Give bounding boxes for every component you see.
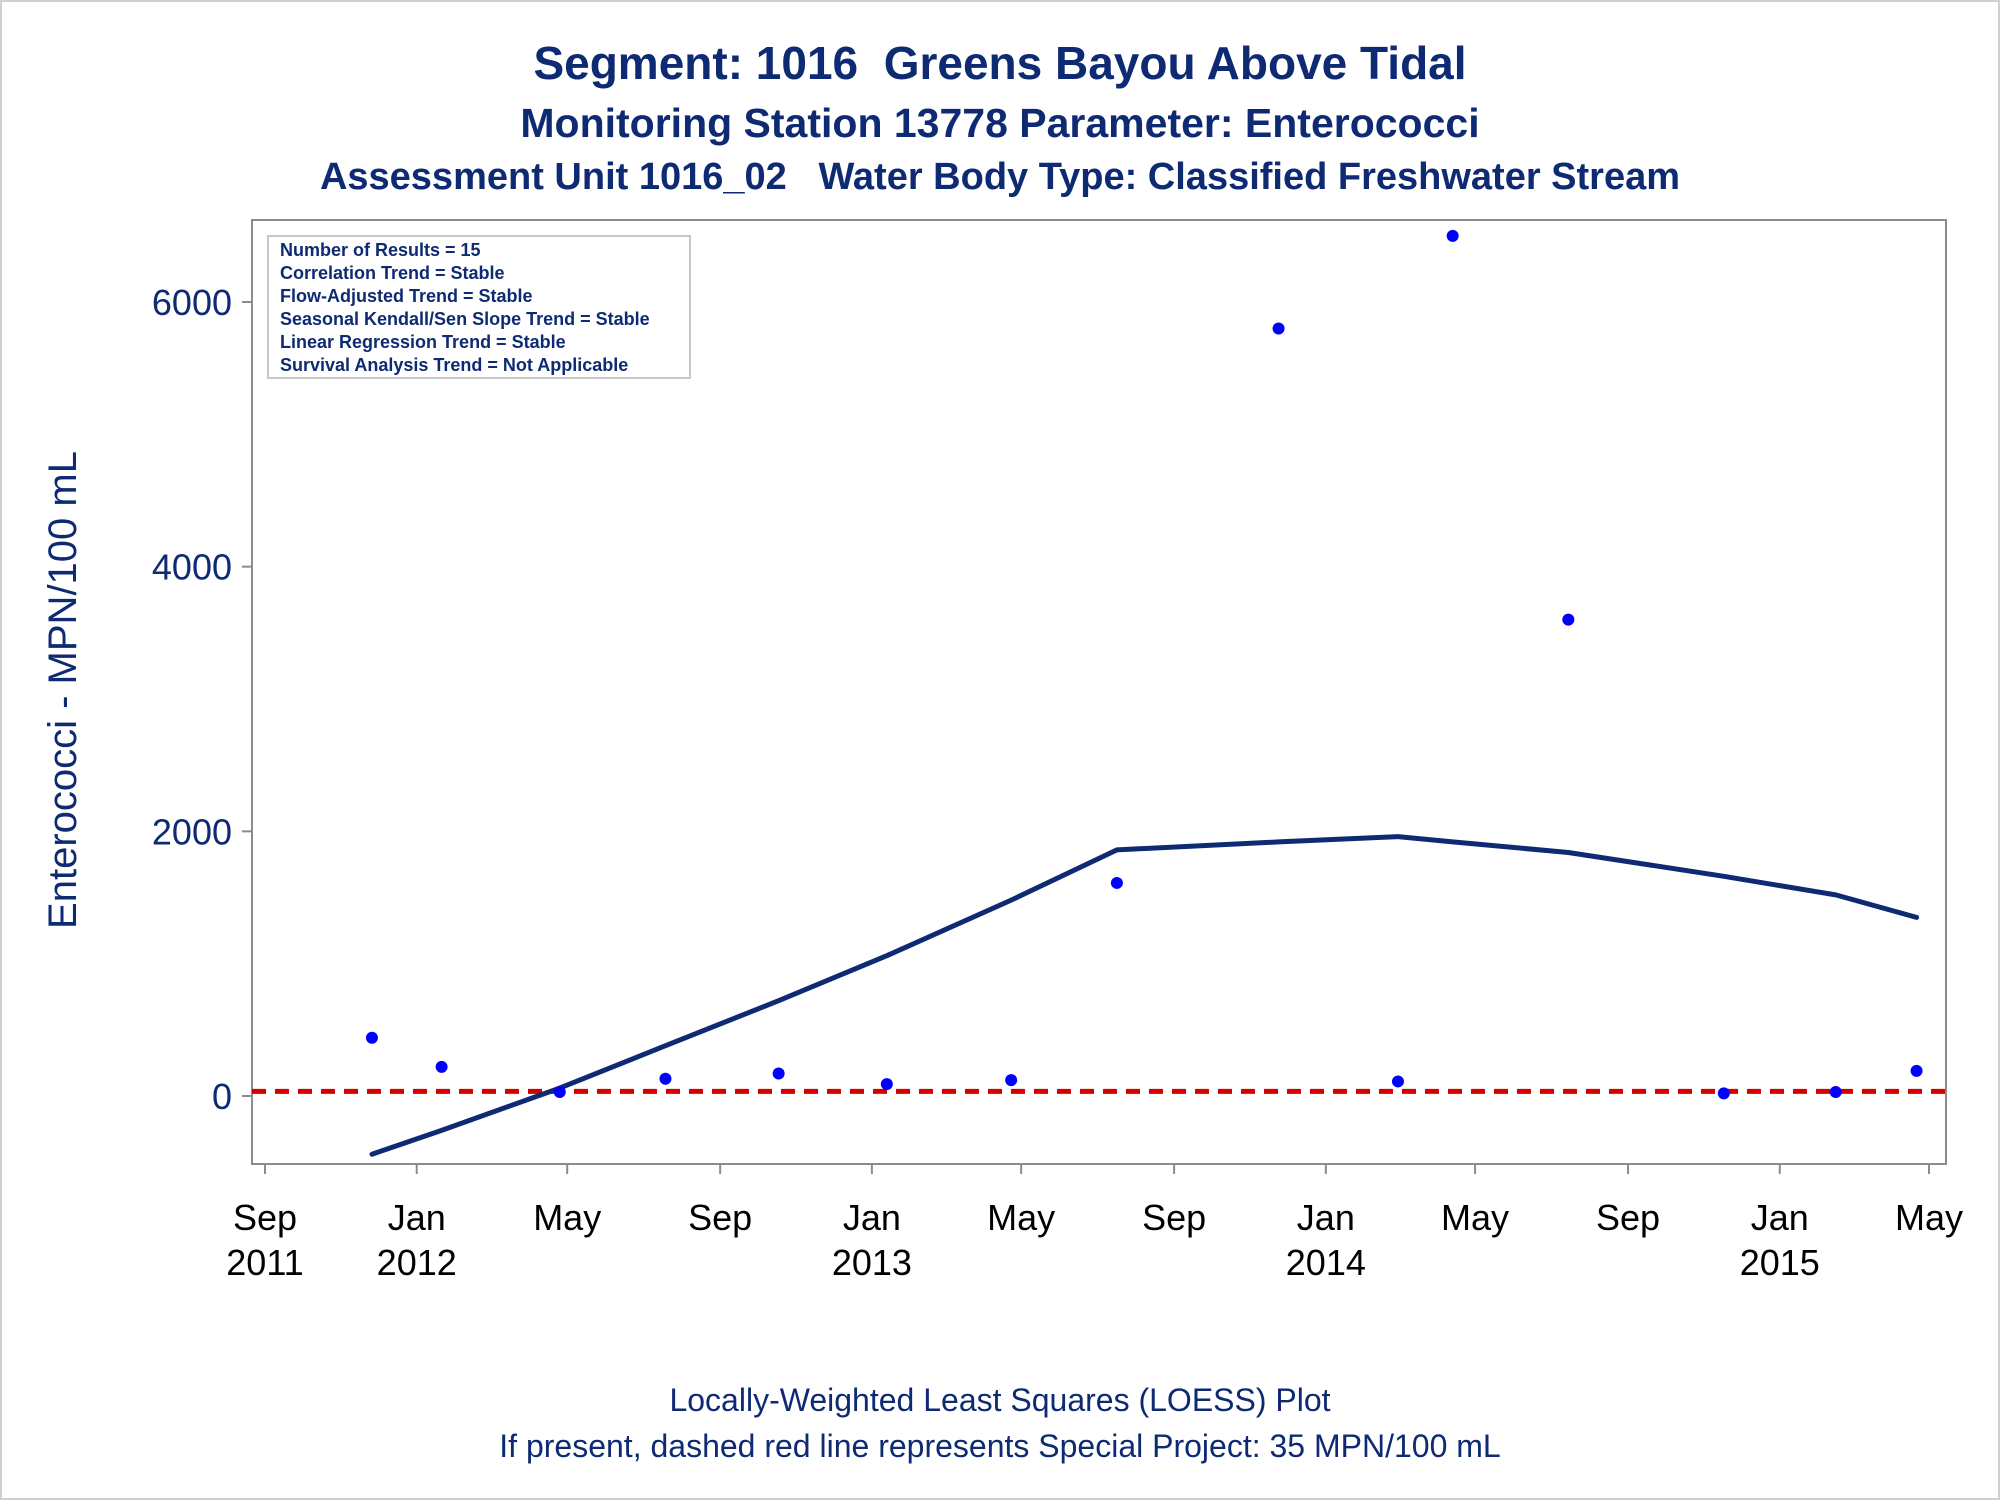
x-tick-label: Jan	[843, 1197, 901, 1238]
y-axis-label: Enterococci - MPN/100 mL	[41, 451, 85, 929]
data-point	[1005, 1074, 1018, 1087]
data-point	[1829, 1086, 1842, 1099]
stats-box	[267, 235, 691, 379]
stats-box-line: Number of Results = 15	[280, 240, 481, 260]
stats-box-line: Linear Regression Trend = Stable	[280, 332, 566, 352]
data-point	[365, 1031, 378, 1044]
x-tick-year-label: 2015	[1740, 1242, 1820, 1283]
stats-box-line: Seasonal Kendall/Sen Slope Trend = Stabl…	[280, 309, 650, 329]
stats-box-line: Correlation Trend = Stable	[280, 263, 505, 283]
data-point	[435, 1060, 448, 1073]
x-tick-label: May	[987, 1197, 1055, 1238]
x-tick-year-label: 2011	[226, 1242, 303, 1283]
data-point	[1717, 1087, 1730, 1100]
y-tick-label: 4000	[152, 547, 232, 588]
data-point	[880, 1078, 893, 1091]
footnote-loess: Locally-Weighted Least Squares (LOESS) P…	[669, 1382, 1331, 1418]
x-tick-year-label: 2013	[832, 1242, 912, 1283]
x-tick-label: Jan	[1751, 1197, 1809, 1238]
data-point	[1272, 322, 1285, 335]
x-tick-label: Sep	[1596, 1197, 1660, 1238]
x-tick-label: Sep	[233, 1197, 297, 1238]
loess-line	[369, 834, 1920, 1157]
data-point	[1446, 229, 1459, 242]
data-point	[1910, 1064, 1923, 1077]
x-tick-year-label: 2014	[1286, 1242, 1366, 1283]
y-tick-label: 6000	[152, 282, 232, 323]
plot-border	[251, 219, 1947, 1165]
stats-box-line: Survival Analysis Trend = Not Applicable	[280, 355, 628, 375]
data-point	[1562, 613, 1575, 626]
chart-subtitle-2: Assessment Unit 1016_02 Water Body Type:…	[319, 156, 1681, 198]
x-tick-label: May	[1441, 1197, 1509, 1238]
chart-subtitle: Monitoring Station 13778 Parameter: Ente…	[520, 100, 1480, 146]
x-tick-year-label: 2012	[377, 1242, 457, 1283]
x-tick-label: Sep	[1142, 1197, 1206, 1238]
footnote-reference-line: If present, dashed red line represents S…	[499, 1428, 1501, 1464]
y-tick-label: 0	[212, 1076, 232, 1117]
data-point	[553, 1086, 566, 1099]
data-point	[772, 1067, 785, 1080]
x-tick-label: Jan	[1297, 1197, 1355, 1238]
stats-box-line: Flow-Adjusted Trend = Stable	[280, 286, 533, 306]
data-point	[1391, 1075, 1404, 1088]
x-tick-label: Jan	[388, 1197, 446, 1238]
x-tick-label: May	[1895, 1197, 1963, 1238]
x-tick-label: May	[533, 1197, 601, 1238]
x-tick-label: Sep	[688, 1197, 752, 1238]
data-point	[1110, 876, 1123, 889]
y-tick-label: 2000	[152, 811, 232, 852]
data-point	[659, 1072, 672, 1085]
chart-title: Segment: 1016 Greens Bayou Above Tidal	[533, 37, 1467, 89]
